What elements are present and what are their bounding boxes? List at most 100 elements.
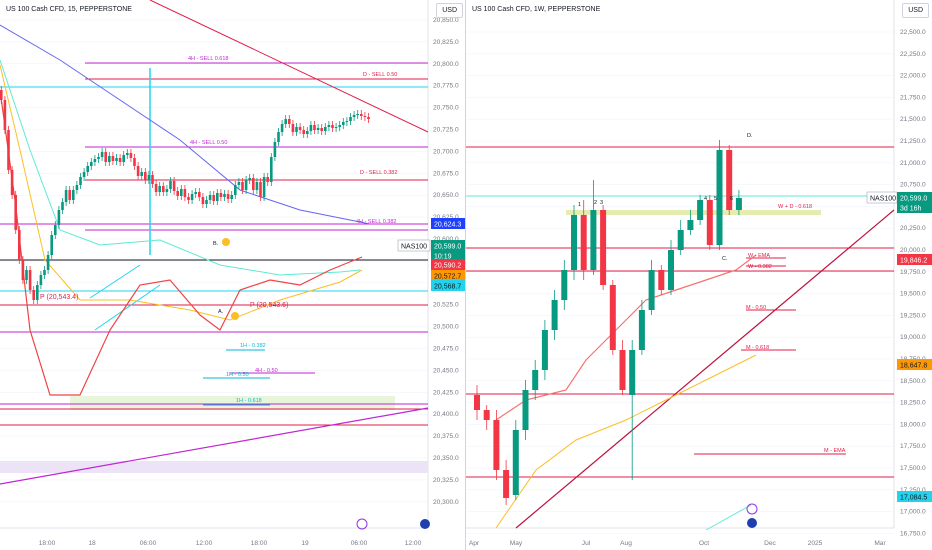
left-candle [72, 190, 75, 200]
right-currency-button[interactable]: USD [902, 3, 929, 18]
left-candle [306, 131, 309, 134]
left-candle [126, 153, 129, 155]
left-candle [302, 130, 305, 134]
left-candle [259, 182, 262, 197]
time-tick-label: 18:00 [39, 540, 56, 547]
left-candle [3, 100, 7, 130]
price-tick-label: 20,825.0 [433, 39, 459, 46]
time-tick-label: Mar [874, 540, 886, 547]
time-tick-label: Aug [620, 540, 632, 547]
ema-50-line [0, 64, 363, 321]
time-tick-label: 12:00 [196, 540, 213, 547]
left-candle [115, 158, 118, 161]
panel-divider[interactable] [465, 0, 466, 550]
price-tick-label: 17,000.0 [900, 509, 926, 516]
wave-label: D. [747, 133, 753, 139]
left-candle [32, 290, 35, 300]
level-label-4h-sell-618: 4H - SELL 0.618 [188, 56, 228, 62]
left-chart-canvas[interactable]: 20,850.0 20,825.0 20,800.0 20,775.0 20,750.0… [0, 0, 466, 550]
right-candle [600, 210, 607, 285]
ema50-price-tag: 20,572.7 [434, 274, 461, 281]
wave-label-a: A. [218, 309, 224, 315]
price-tick-label: 20,600.0 [433, 236, 459, 243]
price-tick-label: 17,750.0 [900, 443, 926, 450]
ascending-trendline [0, 407, 429, 485]
last-price-tag: 20,599.0 [900, 196, 927, 203]
ema-yellow-price-tag-bg [897, 359, 932, 370]
level-label-1h-50: 1H - 0.50 [226, 372, 249, 378]
ema-red-price-tag: 19,846.2 [900, 258, 927, 265]
left-candle [352, 115, 356, 117]
left-candle [122, 155, 125, 162]
wave-label: 3 [600, 200, 603, 206]
price-tick-label: 20,775.0 [433, 83, 459, 90]
flag-icon[interactable] [747, 518, 757, 528]
level-label-1h-382: 1H - 0.382 [240, 343, 266, 349]
right-candle [580, 215, 587, 270]
last-price-tag: 20,599.0 [434, 244, 461, 251]
right-candle [532, 370, 539, 390]
price-tick-label: 20,525.0 [433, 302, 459, 309]
price-tick-label: 20,475.0 [433, 346, 459, 353]
right-candle [658, 270, 665, 290]
left-candle [241, 182, 244, 190]
left-candle [10, 170, 14, 195]
symbol-tag-nas100: NAS100 [870, 196, 896, 203]
price-tick-label: 18,500.0 [900, 378, 926, 385]
channel-line-bottom [94, 284, 161, 331]
left-candle [309, 125, 313, 131]
left-candle [230, 195, 233, 199]
price-tick-label: 17,250.0 [900, 487, 926, 494]
left-candle [136, 166, 140, 176]
level-label-4h-50: 4H - 0.50 [255, 368, 278, 374]
right-candle [483, 410, 490, 420]
price-tick-label: 21,250.0 [900, 138, 926, 145]
left-candle [39, 275, 43, 285]
price-tick-label: 22,250.0 [900, 51, 926, 58]
level-label-d-sell-50: D - SELL 0.50 [363, 72, 397, 78]
price-tick-label: 20,450.0 [433, 367, 459, 374]
left-candle [7, 130, 10, 170]
left-chart-panel[interactable]: 20,850.0 20,825.0 20,800.0 20,775.0 20,750.0… [0, 0, 466, 550]
time-tick-label: Apr [469, 540, 480, 547]
right-candle [638, 310, 645, 350]
left-candle [158, 186, 161, 192]
left-candle [187, 197, 190, 200]
bar-countdown-tag: 10:19 [434, 254, 452, 261]
price-tick-label: 20,350.0 [433, 455, 459, 462]
ema-20-line [0, 89, 363, 396]
left-candle [104, 152, 107, 162]
left-candle [262, 177, 266, 197]
level-label-1h-618: 1H - 0.618 [236, 398, 262, 404]
ema-cyan-price-tag: 17,084.5 [900, 495, 927, 502]
left-candle [82, 172, 86, 177]
left-candle [162, 186, 165, 192]
lightning-icon[interactable] [746, 503, 758, 515]
ema-200-line [0, 24, 371, 225]
price-tick-label: 20,750.0 [433, 105, 459, 112]
left-currency-button[interactable]: USD [436, 3, 463, 18]
left-candle [356, 114, 359, 115]
left-candle [43, 270, 46, 275]
left-candle [129, 153, 133, 158]
price-tick-label: 20,400.0 [433, 411, 459, 418]
time-tick-label: Jul [582, 540, 591, 547]
flag-icon[interactable] [420, 519, 430, 529]
level-label-m-618: M - 0.618 [746, 345, 769, 351]
level-label-4h-sell-50: 4H - SELL 0.50 [190, 140, 227, 146]
right-chart-canvas[interactable]: 22,500.0 22,250.0 22,000.0 21,750.0 21,500.0… [466, 0, 932, 550]
lightning-icon[interactable] [356, 518, 368, 530]
time-tick-label: 06:00 [351, 540, 368, 547]
ema-cyan-price-tag-bg [897, 491, 932, 502]
left-candle [54, 225, 57, 235]
price-tick-label: 20,375.0 [433, 433, 459, 440]
demand-zone-purple [0, 461, 428, 473]
price-tick-label: 20,500.0 [433, 324, 459, 331]
bar-countdown-tag: 3d 16h [900, 206, 922, 213]
right-candle [561, 270, 568, 300]
price-tick-label: 19,750.0 [900, 269, 926, 276]
right-chart-panel[interactable]: 22,500.0 22,250.0 22,000.0 21,750.0 21,500.0… [466, 0, 932, 550]
price-tick-label: 17,500.0 [900, 465, 926, 472]
left-candle [277, 132, 280, 142]
left-candle [327, 125, 331, 127]
